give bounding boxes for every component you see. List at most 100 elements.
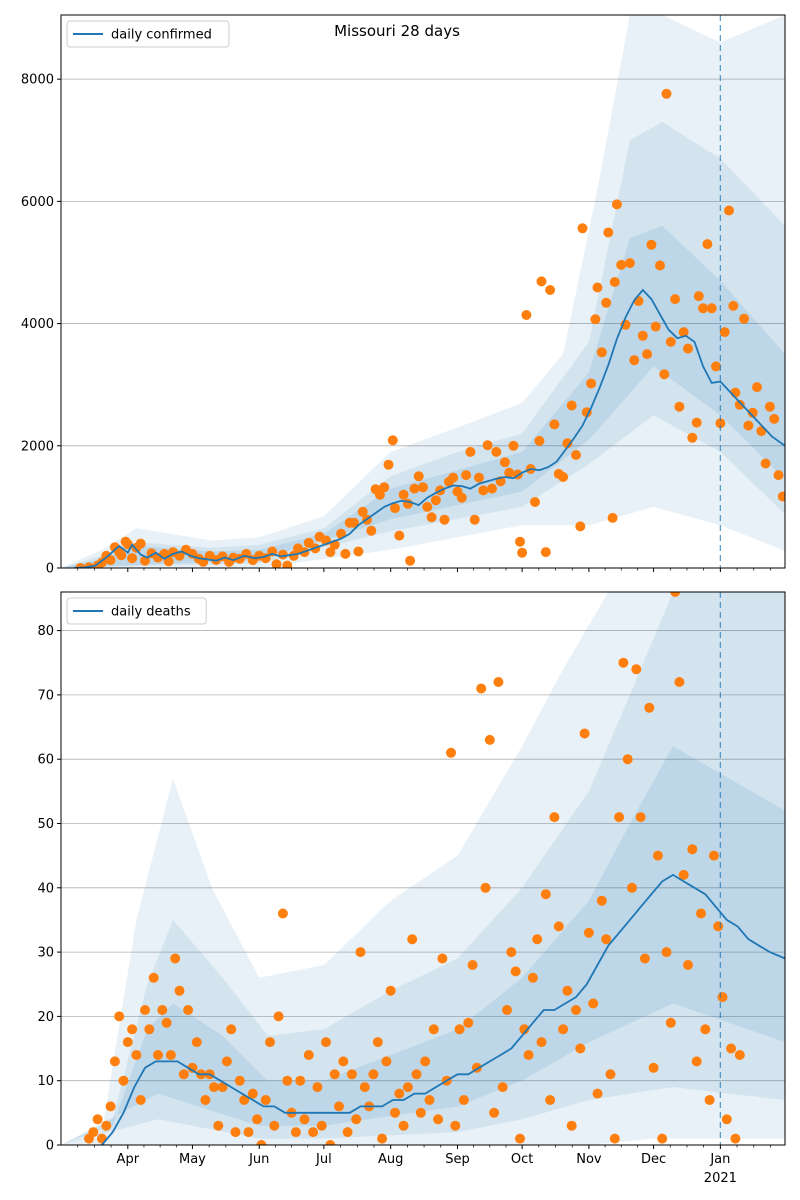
- confirmed-observation-point: [629, 355, 640, 366]
- confirmed-observation-point: [601, 297, 612, 308]
- confirmed-observation-point: [691, 417, 702, 428]
- confirmed-observation-point: [504, 467, 515, 478]
- deaths-observation-point: [303, 1050, 314, 1060]
- deaths-observation-point: [588, 998, 599, 1009]
- confirmed-series-line: [73, 288, 785, 568]
- deaths-observation-point: [342, 1127, 353, 1138]
- deaths-observation-point: [247, 1088, 258, 1099]
- deaths-uncertainty-band-1: [61, 592, 785, 1145]
- deaths-observation-point: [390, 1107, 400, 1118]
- deaths-observation-point: [265, 1037, 275, 1048]
- confirmed-observation-point: [743, 420, 754, 431]
- deaths-observation-point: [652, 850, 663, 861]
- confirmed-observation-point: [670, 294, 681, 305]
- x-tick-label: Apr: [117, 1152, 140, 1167]
- confirmed-observation-point: [724, 205, 734, 216]
- x-tick-label: Aug: [378, 1152, 403, 1167]
- deaths-observation-point: [355, 947, 366, 958]
- confirmed-observation-point: [734, 399, 745, 410]
- deaths-observation-point: [226, 1024, 237, 1035]
- deaths-observation-point: [437, 953, 448, 964]
- confirmed-observation-point: [728, 300, 739, 311]
- deaths-observation-point: [295, 1075, 306, 1086]
- deaths-observation-point: [480, 882, 491, 893]
- confirmed-observation-point: [340, 548, 351, 559]
- x-tick-label: Jan: [709, 1152, 730, 1167]
- confirmed-observation-point: [390, 503, 400, 514]
- deaths-observation-point: [484, 734, 495, 745]
- confirmed-observation-point: [661, 88, 672, 99]
- x-tick-label: May: [179, 1152, 206, 1167]
- deaths-observation-point: [493, 677, 504, 687]
- confirmed-panel: 0 2000 4000 6000 8000 daily confirmed: [21, 14, 786, 577]
- deaths-observation-point: [377, 1133, 388, 1144]
- confirmed-uncertainty-band-3: [61, 225, 785, 568]
- confirmed-observation-point: [592, 282, 603, 293]
- deaths-observation-point: [545, 1095, 556, 1105]
- deaths-observation-point: [446, 747, 456, 758]
- confirmed-observation-point: [590, 314, 601, 325]
- confirmed-axes-frame: [60, 14, 786, 569]
- deaths-observation-point: [730, 1133, 741, 1144]
- deaths-observation-point: [316, 1120, 327, 1131]
- confirmed-observation-point: [487, 483, 497, 494]
- deaths-observation-point: [420, 1056, 431, 1067]
- deaths-plot-area: [61, 592, 785, 1145]
- confirmed-observation-point: [398, 489, 409, 500]
- deaths-observation-point: [717, 992, 728, 1003]
- deaths-observation-point: [148, 972, 159, 983]
- deaths-y-tick-label: 20: [37, 1010, 54, 1025]
- deaths-observation-point: [174, 985, 185, 996]
- confirmed-observation-point: [456, 492, 467, 503]
- x-tick-label: Nov: [576, 1152, 602, 1167]
- deaths-observation-point: [213, 1120, 224, 1131]
- deaths-observation-point: [321, 1037, 331, 1048]
- deaths-observation-point: [571, 1005, 581, 1015]
- confirmed-observation-point: [465, 446, 476, 457]
- confirmed-observation-point: [603, 227, 614, 238]
- confirmed-observation-point: [624, 258, 635, 269]
- deaths-observation-point: [424, 1095, 435, 1105]
- x-year-label: 2021: [704, 1171, 737, 1186]
- confirmed-observation-point: [413, 471, 424, 482]
- confirmed-observation-point: [530, 497, 540, 507]
- confirmed-observation-point: [769, 413, 780, 424]
- confirmed-observation-point: [659, 369, 670, 380]
- x-tick-label: Dec: [641, 1152, 666, 1167]
- confirmed-observation-point: [607, 512, 618, 523]
- deaths-y-tick-label: 0: [46, 1139, 54, 1154]
- deaths-observation-point: [402, 1082, 413, 1093]
- deaths-observation-point: [713, 921, 724, 932]
- confirmed-observation-point: [655, 260, 665, 271]
- deaths-observation-point: [489, 1107, 500, 1118]
- deaths-observation-point: [506, 947, 517, 958]
- deaths-y-tick-label: 80: [37, 624, 54, 639]
- deaths-observation-point: [502, 1005, 512, 1015]
- confirmed-observation-point: [277, 549, 288, 560]
- confirmed-observation-point: [374, 489, 385, 500]
- confirmed-observation-point: [646, 239, 657, 250]
- confirmed-observation-point: [562, 438, 573, 449]
- confirmed-observation-point: [508, 440, 519, 451]
- confirmed-legend: daily confirmed: [66, 20, 230, 48]
- confirmed-observation-point: [642, 349, 653, 360]
- confirmed-observation-point: [418, 482, 428, 493]
- confirmed-observation-point: [105, 555, 116, 566]
- confirmed-observation-point: [426, 512, 437, 523]
- deaths-observation-point: [601, 934, 612, 945]
- deaths-observation-point: [372, 1037, 383, 1048]
- deaths-y-tick-label: 60: [37, 753, 54, 768]
- confirmed-observation-point: [747, 407, 758, 418]
- confirmed-observation-point: [739, 313, 750, 324]
- deaths-observation-point: [183, 1005, 194, 1015]
- deaths-observation-point: [118, 1075, 129, 1086]
- confirmed-y-tick-label: 4000: [21, 317, 54, 332]
- confirmed-observation-point: [448, 472, 459, 483]
- deaths-observation-point: [359, 1082, 370, 1093]
- confirmed-y-tick-label: 6000: [21, 195, 54, 210]
- confirmed-observation-point: [383, 459, 394, 470]
- deaths-observation-point: [114, 1011, 125, 1022]
- deaths-observation-point: [252, 1114, 263, 1125]
- deaths-observation-point: [221, 1056, 232, 1067]
- confirmed-observation-point: [545, 285, 556, 295]
